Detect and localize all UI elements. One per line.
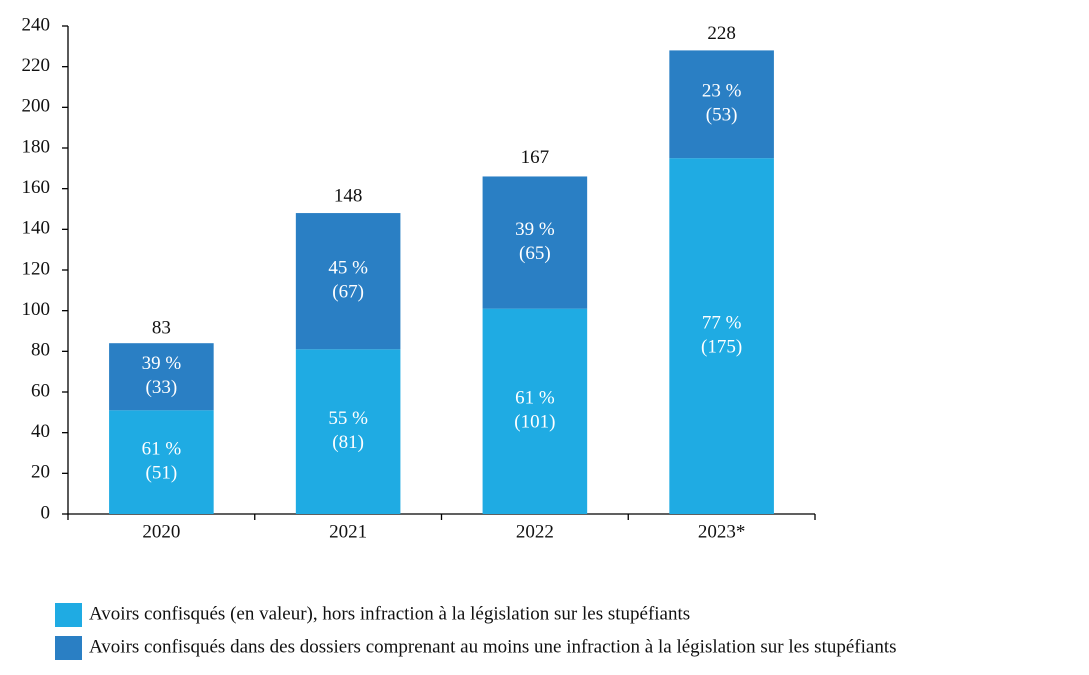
- x-tick-label: 2021: [329, 521, 367, 542]
- share-label: 23 %: [702, 81, 742, 102]
- value-label: (81): [332, 432, 364, 453]
- share-label: 61 %: [515, 388, 555, 409]
- share-label: 61 %: [142, 439, 182, 460]
- y-tick-label: 40: [31, 421, 50, 442]
- share-label: 39 %: [515, 219, 555, 240]
- bar-segment: [482, 176, 588, 309]
- y-tick-label: 100: [22, 299, 51, 320]
- legend-swatch: [55, 603, 82, 627]
- value-label: (51): [146, 463, 178, 484]
- bar-segment: [295, 349, 401, 514]
- bar-segment: [669, 50, 774, 159]
- value-label: (53): [706, 105, 738, 126]
- value-label: (175): [701, 336, 742, 357]
- y-tick-label: 240: [22, 14, 51, 35]
- legend-swatch: [55, 636, 82, 660]
- x-tick-label: 2020: [142, 521, 180, 542]
- total-label: 148: [334, 185, 363, 206]
- legend-label: Avoirs confisqués dans des dossiers comp…: [89, 636, 897, 657]
- bar-segment: [109, 343, 214, 411]
- legend-label: Avoirs confisqués (en valeur), hors infr…: [89, 603, 690, 624]
- share-label: 39 %: [142, 353, 182, 374]
- share-label: 55 %: [328, 408, 368, 429]
- total-label: 83: [152, 318, 171, 339]
- share-label: 77 %: [702, 312, 742, 333]
- value-label: (33): [146, 377, 178, 398]
- y-tick-label: 160: [22, 177, 51, 198]
- bar-segment: [669, 158, 774, 514]
- y-tick-label: 60: [31, 380, 50, 401]
- value-label: (67): [332, 282, 364, 303]
- bar-segment: [482, 308, 588, 514]
- y-tick-label: 80: [31, 340, 50, 361]
- y-tick-label: 120: [22, 258, 51, 279]
- value-label: (101): [514, 412, 555, 433]
- y-tick-label: 220: [22, 55, 51, 76]
- x-tick-label: 2022: [516, 521, 554, 542]
- y-tick-label: 180: [22, 136, 51, 157]
- y-tick-label: 140: [22, 218, 51, 239]
- y-tick-label: 0: [41, 502, 51, 523]
- total-label: 228: [707, 23, 736, 44]
- y-tick-label: 20: [31, 462, 50, 483]
- bar-segment: [295, 213, 401, 350]
- y-tick-label: 200: [22, 96, 51, 117]
- x-tick-label: 2023*: [698, 521, 746, 542]
- total-label: 167: [521, 147, 550, 168]
- bar-segment: [109, 410, 214, 514]
- value-label: (65): [519, 243, 551, 264]
- share-label: 45 %: [328, 258, 368, 279]
